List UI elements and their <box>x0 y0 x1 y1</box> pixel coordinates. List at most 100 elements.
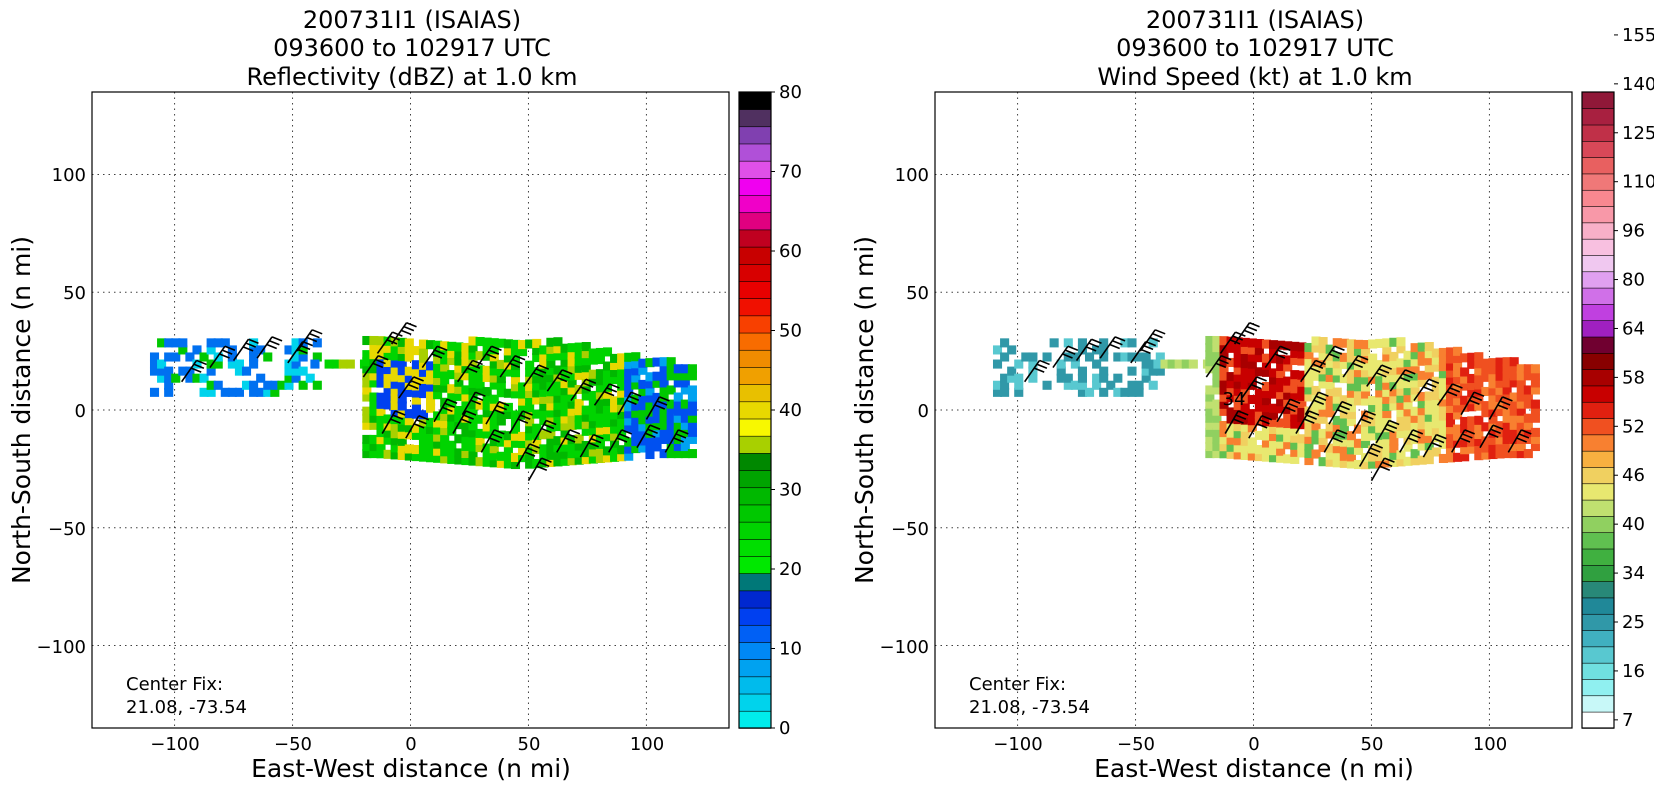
reflectivity-echo-cell <box>525 388 535 398</box>
reflectivity-echo-cell <box>362 364 372 374</box>
barb-feather <box>271 336 283 342</box>
reflectivity-echo-cell <box>652 421 662 431</box>
windspeed-colorbar-tick-label: 80 <box>1622 270 1645 291</box>
reflectivity-echo-cell <box>213 380 223 390</box>
reflectivity-xtick-label: 0 <box>405 734 416 755</box>
barb-feather <box>1433 437 1445 444</box>
reflectivity-echo-cell <box>560 379 570 389</box>
windspeed-echo-cell <box>1077 373 1087 383</box>
barb-feather <box>446 398 458 405</box>
barb-feather <box>1423 386 1434 392</box>
reflectivity-wind-barb <box>405 415 430 439</box>
windspeed-echo-cell <box>1325 365 1335 375</box>
reflectivity-echo-cell <box>411 395 421 405</box>
reflectivity-echo-cell <box>362 385 372 395</box>
barb-feather <box>585 378 597 385</box>
reflectivity-echo-cell <box>369 420 379 430</box>
windspeed-xtick-label: 0 <box>1248 734 1259 755</box>
reflectivity-echo-cell <box>581 448 591 458</box>
windspeed-echo-cell <box>1474 444 1484 454</box>
reflectivity-echo-cell <box>518 382 528 392</box>
reflectivity-wind-barb <box>381 410 406 434</box>
barb-feather <box>541 457 552 463</box>
reflectivity-colorbar-tick-label: 30 <box>779 480 802 501</box>
windspeed-echo-cell <box>1219 406 1229 416</box>
reflectivity-echo-cell <box>489 394 499 404</box>
windspeed-echo-cell <box>1127 338 1137 348</box>
windspeed-echo-cell <box>1226 393 1236 403</box>
windspeed-echo-cell <box>1311 421 1321 431</box>
reflectivity-echo-cell <box>383 336 393 346</box>
reflectivity-echo-cell <box>560 442 570 452</box>
reflectivity-echo-cell <box>652 357 662 367</box>
reflectivity-echo-cell <box>496 409 506 419</box>
reflectivity-wind-barb <box>296 329 323 352</box>
windspeed-echo-cell <box>1361 460 1371 470</box>
reflectivity-echo-cell <box>496 451 506 461</box>
windspeed-echo-cell <box>1113 352 1123 362</box>
windspeed-echo-cell <box>1403 400 1413 410</box>
reflectivity-echo-cell <box>610 424 620 434</box>
windspeed-echo-cell <box>992 359 1003 369</box>
windspeed-echo-cell <box>1332 394 1342 404</box>
reflectivity-echo-cell <box>397 337 407 347</box>
windspeed-echo-cell <box>1304 441 1314 451</box>
windspeed-echo-cell <box>1332 458 1342 468</box>
reflectivity-echo-cell <box>588 447 598 457</box>
windspeed-echo-cell <box>1226 407 1236 417</box>
barb-feather <box>475 391 486 397</box>
reflectivity-echo-cell <box>482 429 492 439</box>
windspeed-echo-cell <box>1474 352 1484 362</box>
reflectivity-echo-cell <box>482 443 492 453</box>
reflectivity-echo-cell <box>447 341 457 351</box>
reflectivity-echo-cell <box>482 422 492 432</box>
windspeed-echo-cell <box>1431 412 1441 422</box>
windspeed-echo-cell <box>1417 406 1427 416</box>
windspeed-echo-cell <box>1240 366 1250 376</box>
windspeed-echo-cell <box>1516 406 1526 416</box>
windspeed-wind-barb <box>1295 410 1320 434</box>
windspeed-echo-cell <box>1396 400 1406 410</box>
reflectivity-echo-cell <box>581 405 591 415</box>
reflectivity-echo-cell <box>666 364 676 374</box>
windspeed-echo-cell <box>1174 359 1184 369</box>
reflectivity-wind-barb <box>452 410 477 434</box>
barb-feather <box>1384 457 1395 463</box>
barb-feather <box>1355 358 1366 365</box>
barb-feather <box>392 414 404 420</box>
windspeed-echo-cell <box>1212 350 1222 360</box>
reflectivity-echo-cell <box>433 432 443 442</box>
windspeed-echo-cell <box>1502 449 1512 459</box>
barb-feather <box>1261 415 1273 421</box>
reflectivity-echo-cell <box>503 438 513 448</box>
reflectivity-echo-cell <box>426 446 436 456</box>
windspeed-echo-cell <box>1063 380 1073 390</box>
reflectivity-echo-cell <box>397 351 407 362</box>
reflectivity-echo-cell <box>454 356 464 366</box>
windspeed-echo-cell <box>1269 340 1279 350</box>
windspeed-echo-cell <box>1530 378 1540 388</box>
reflectivity-echo-cell <box>270 380 280 390</box>
windspeed-echo-cell <box>1424 398 1434 408</box>
windspeed-echo-cell <box>1318 443 1328 453</box>
windspeed-echo-cell <box>1495 442 1505 452</box>
reflectivity-echo-cell <box>659 434 669 444</box>
reflectivity-echo-cell <box>532 381 542 391</box>
windspeed-echo-cell <box>1339 451 1349 461</box>
windspeed-echo-cell <box>1361 431 1371 441</box>
windspeed-echo-cell <box>992 345 1003 355</box>
reflectivity-colorbar-tick-label: 80 <box>779 82 802 103</box>
windspeed-echo-cell <box>1467 359 1477 369</box>
windspeed-echo-cell <box>1424 448 1434 458</box>
windspeed-echo-cell <box>1523 420 1533 430</box>
windspeed-echo-cell <box>1233 393 1243 403</box>
reflectivity-echo-cell <box>383 435 393 445</box>
windspeed-echo-cell <box>1353 389 1364 399</box>
reflectivity-echo-cell <box>560 414 570 424</box>
reflectivity-echo-cell <box>447 355 457 366</box>
windspeed-echo-cell <box>1467 395 1477 405</box>
windspeed-echo-cell <box>1297 434 1307 444</box>
windspeed-echo-cell <box>1226 414 1236 424</box>
reflectivity-echo-cell <box>362 350 372 360</box>
windspeed-echo-cell <box>1481 408 1491 418</box>
